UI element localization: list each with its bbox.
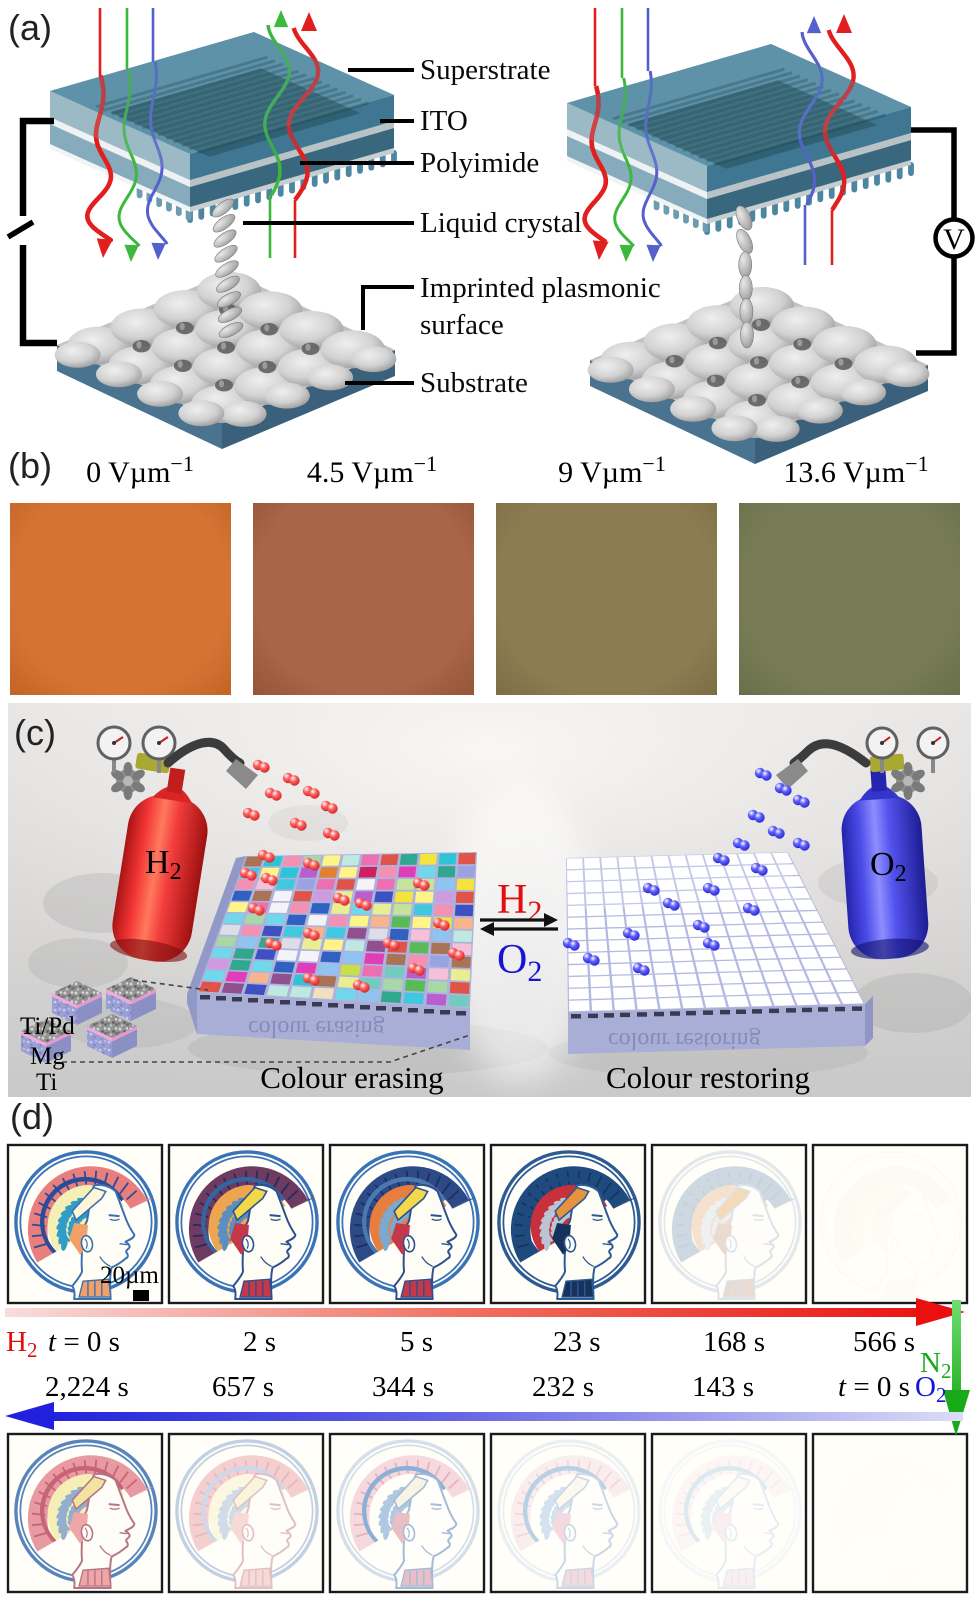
svg-text:t = 0 s: t = 0 s <box>48 1326 120 1358</box>
svg-text:Polyimide: Polyimide <box>420 147 539 179</box>
svg-text:Colour restoring: Colour restoring <box>606 1060 810 1095</box>
svg-text:Ti/Pd: Ti/Pd <box>20 1013 75 1040</box>
svg-text:colour erasing: colour erasing <box>248 1015 385 1041</box>
svg-text:5 s: 5 s <box>400 1326 433 1358</box>
svg-text:O2: O2 <box>870 846 907 887</box>
svg-text:Mg: Mg <box>30 1043 65 1070</box>
svg-text:H2: H2 <box>6 1326 37 1362</box>
svg-text:Imprinted plasmonic: Imprinted plasmonic <box>420 272 661 304</box>
svg-text:168 s: 168 s <box>703 1326 765 1358</box>
svg-text:colour restoring: colour restoring <box>608 1027 761 1053</box>
svg-text:V: V <box>943 223 965 256</box>
svg-text:143 s: 143 s <box>692 1371 754 1403</box>
svg-text:Superstrate: Superstrate <box>420 54 550 86</box>
svg-text:20µm: 20µm <box>100 1262 159 1289</box>
svg-text:344 s: 344 s <box>372 1371 434 1403</box>
svg-text:(a): (a) <box>8 7 52 48</box>
svg-text:2,224 s: 2,224 s <box>45 1371 129 1403</box>
svg-text:surface: surface <box>420 309 504 341</box>
svg-text:657 s: 657 s <box>212 1371 274 1403</box>
svg-text:566 s: 566 s <box>853 1326 915 1358</box>
svg-text:Colour erasing: Colour erasing <box>260 1060 443 1095</box>
svg-text:232 s: 232 s <box>532 1371 594 1403</box>
svg-text:t = 0 s: t = 0 s <box>838 1371 910 1403</box>
svg-text:Ti: Ti <box>36 1069 57 1096</box>
svg-text:H2: H2 <box>145 844 182 885</box>
svg-text:2 s: 2 s <box>243 1326 276 1358</box>
svg-text:ITO: ITO <box>420 105 468 137</box>
svg-text:Substrate: Substrate <box>420 367 528 399</box>
svg-text:23 s: 23 s <box>553 1326 601 1358</box>
svg-text:(c): (c) <box>14 712 56 753</box>
svg-text:Liquid crystal: Liquid crystal <box>420 207 582 239</box>
